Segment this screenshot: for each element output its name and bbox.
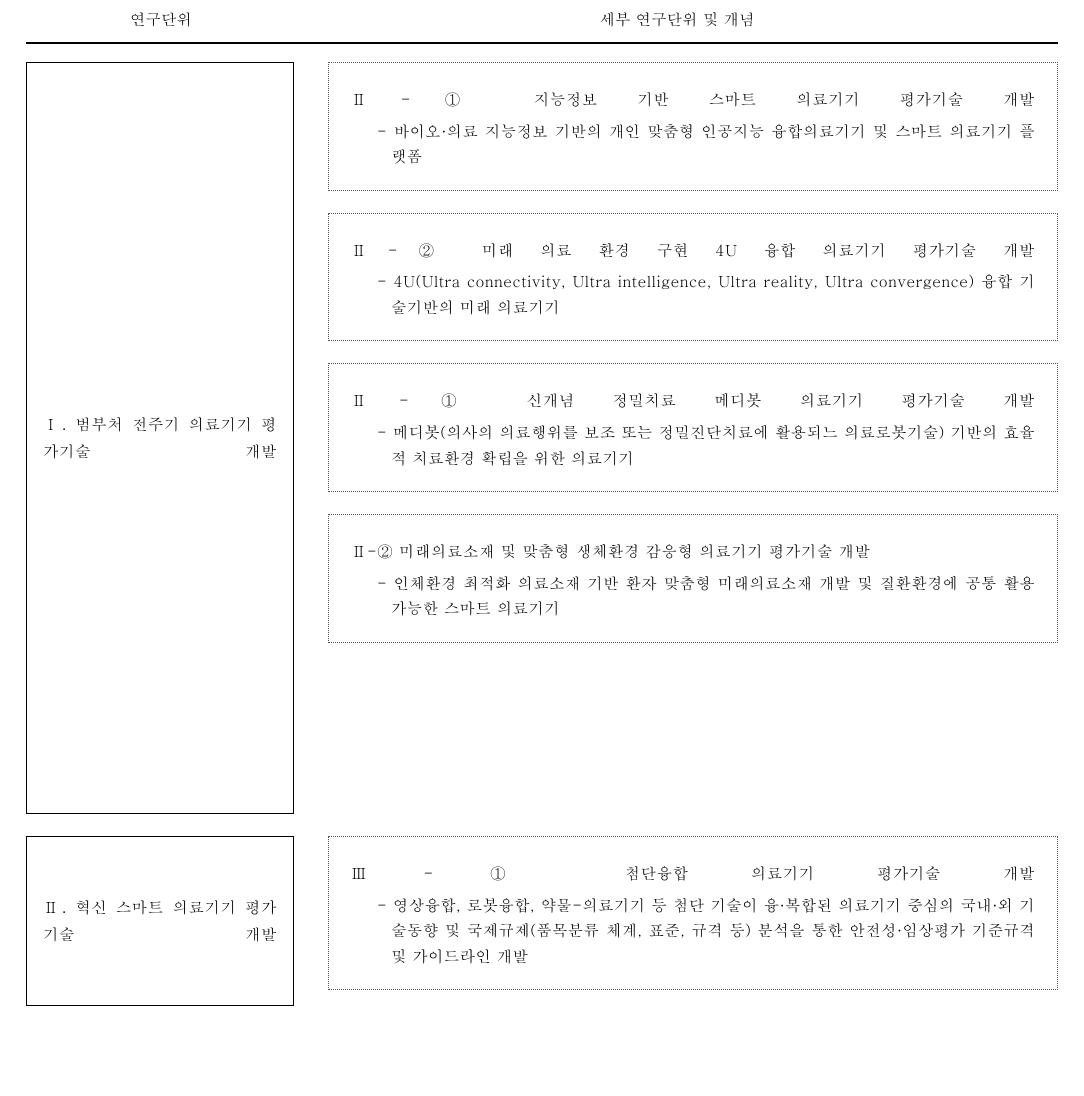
research-unit-box: Ⅱ. 혁신 스마트 의료기기 평가기술 개발	[26, 836, 294, 1006]
detail-description: - 메디봇(의사의 의료행위를 보조 또는 정밀진단치료에 활용되느 의료로봇기…	[351, 420, 1035, 471]
section-row: Ⅱ. 혁신 스마트 의료기기 평가기술 개발 Ⅲ-① 첨단융합 의료기기 평가기술…	[26, 836, 1058, 1006]
research-unit-label: Ⅰ. 범부처 전주기 의료기기 평가기술 개발	[43, 411, 277, 465]
detail-box: Ⅱ-② 미래 의료 환경 구현 4U 융합 의료기기 평가기술 개발 - 4U(U…	[328, 213, 1058, 342]
details-column: Ⅲ-① 첨단융합 의료기기 평가기술 개발 - 영상융합, 로봇융합, 약물-의료…	[328, 836, 1058, 1006]
detail-title: Ⅱ-① 신개념 정밀치료 메디봇 의료기기 평가기술 개발	[351, 388, 1035, 414]
details-column: Ⅱ-① 지능정보 기반 스마트 의료기기 평가기술 개발 - 바이오·의료 지능정…	[328, 62, 1058, 814]
header-right: 세부 연구단위 및 개념	[296, 8, 1058, 30]
header-left: 연구단위	[26, 8, 296, 30]
table-header-row: 연구단위 세부 연구단위 및 개념	[26, 8, 1058, 44]
detail-description: - 4U(Ultra connectivity, Ultra intellige…	[351, 269, 1035, 320]
research-unit-label: Ⅱ. 혁신 스마트 의료기기 평가기술 개발	[43, 894, 277, 948]
detail-title: Ⅱ-② 미래의료소재 및 맞춤형 생체환경 감응형 의료기기 평가기술 개발	[351, 539, 1035, 565]
research-unit-box: Ⅰ. 범부처 전주기 의료기기 평가기술 개발	[26, 62, 294, 814]
detail-description: - 영상융합, 로봇융합, 약물-의료기기 등 첨단 기술이 융·복합된 의료기…	[351, 893, 1035, 970]
detail-title: Ⅲ-① 첨단융합 의료기기 평가기술 개발	[351, 861, 1035, 887]
section-row: Ⅰ. 범부처 전주기 의료기기 평가기술 개발 Ⅱ-① 지능정보 기반 스마트 의…	[26, 62, 1058, 814]
detail-box: Ⅱ-② 미래의료소재 및 맞춤형 생체환경 감응형 의료기기 평가기술 개발 - …	[328, 514, 1058, 643]
detail-description: - 인체환경 최적화 의료소재 기반 환자 맞춤형 미래의료소재 개발 및 질환…	[351, 571, 1035, 622]
sections-container: Ⅰ. 범부처 전주기 의료기기 평가기술 개발 Ⅱ-① 지능정보 기반 스마트 의…	[26, 62, 1058, 1006]
detail-box: Ⅱ-① 지능정보 기반 스마트 의료기기 평가기술 개발 - 바이오·의료 지능정…	[328, 62, 1058, 191]
unit-column: Ⅱ. 혁신 스마트 의료기기 평가기술 개발	[26, 836, 294, 1006]
unit-column: Ⅰ. 범부처 전주기 의료기기 평가기술 개발	[26, 62, 294, 814]
detail-box: Ⅱ-① 신개념 정밀치료 메디봇 의료기기 평가기술 개발 - 메디봇(의사의 의…	[328, 363, 1058, 492]
detail-title: Ⅱ-② 미래 의료 환경 구현 4U 융합 의료기기 평가기술 개발	[351, 238, 1035, 264]
detail-description: - 바이오·의료 지능정보 기반의 개인 맞춤형 인공지능 융합의료기기 및 스…	[351, 119, 1035, 170]
detail-title: Ⅱ-① 지능정보 기반 스마트 의료기기 평가기술 개발	[351, 87, 1035, 113]
detail-box: Ⅲ-① 첨단융합 의료기기 평가기술 개발 - 영상융합, 로봇융합, 약물-의료…	[328, 836, 1058, 990]
